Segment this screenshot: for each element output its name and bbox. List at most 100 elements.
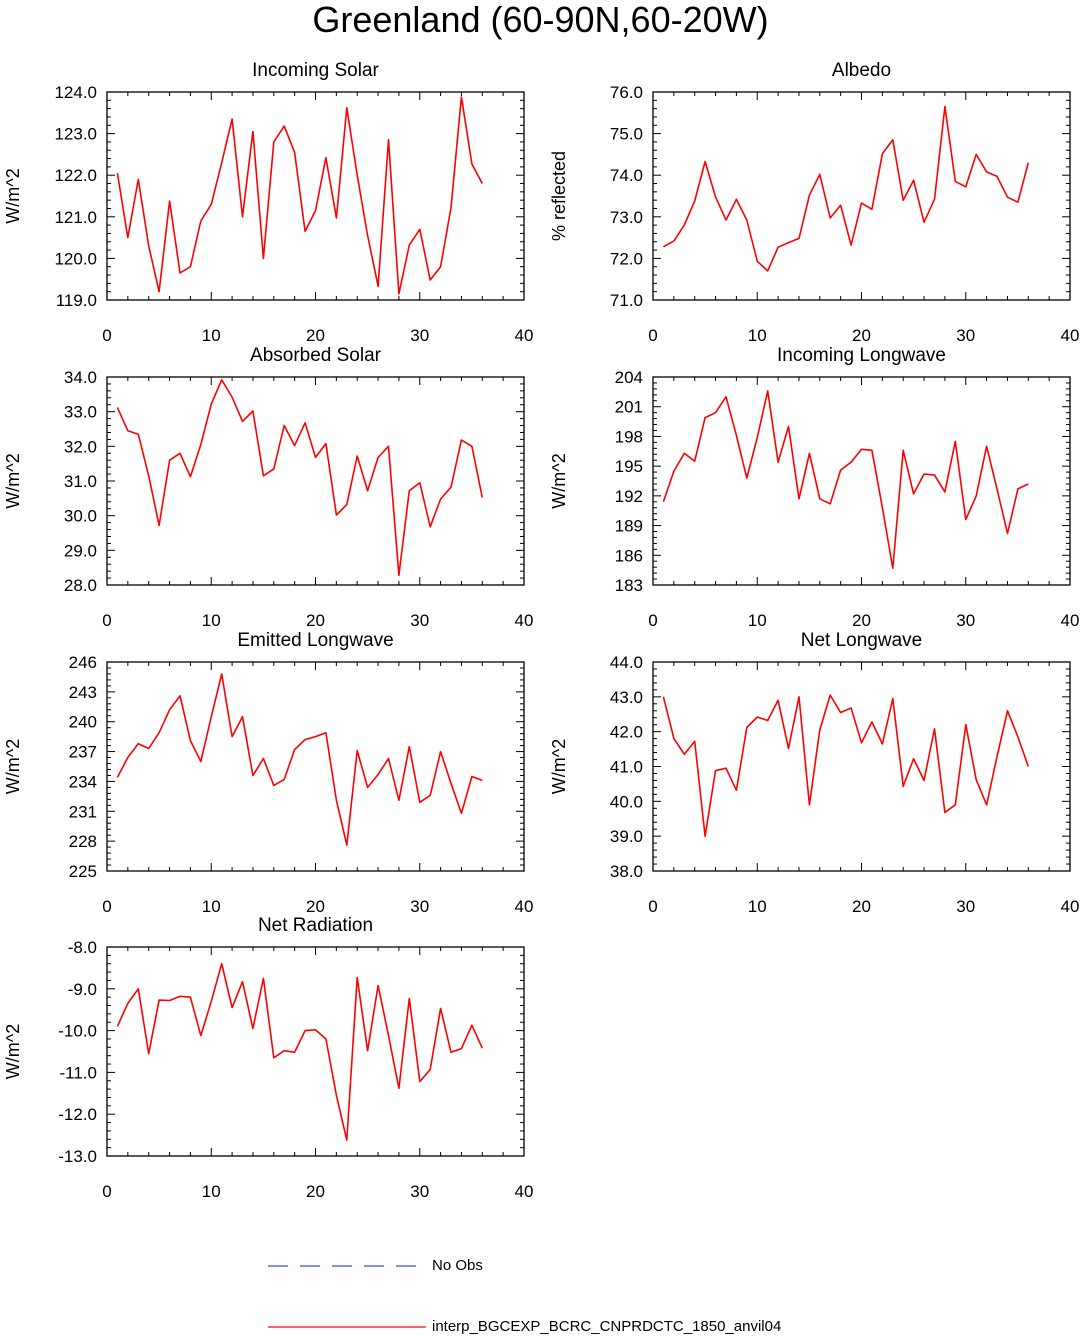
plot-frame [106, 946, 525, 1157]
y-tick-label: 192 [615, 487, 643, 506]
x-tick-label: 40 [515, 611, 534, 630]
x-tick-label: 20 [852, 897, 871, 916]
y-tick-label: -10.0 [58, 1022, 97, 1041]
series-line-1 [116, 962, 484, 1141]
y-tick-label: -8.0 [68, 938, 97, 957]
panel-title: Incoming Solar [252, 60, 379, 81]
legend-model-label: interp_BGCEXP_BCRC_CNPRDCTC_1850_anvil04 [432, 1318, 782, 1335]
y-tick-label: 243 [69, 683, 97, 702]
plot-frame [106, 91, 525, 301]
legend-obs-label: No Obs [432, 1257, 483, 1274]
y-tick-label: 228 [69, 832, 97, 851]
plot-frame [106, 376, 525, 586]
y-tick-label: 32.0 [64, 437, 97, 456]
y-tick-label: 40.0 [610, 792, 643, 811]
y-tick-label: 231 [69, 802, 97, 821]
panel-title: Albedo [832, 60, 891, 81]
x-tick-label: 40 [515, 326, 534, 345]
panel-title: Net Radiation [258, 915, 373, 936]
y-axis-label: W/m^2 [3, 168, 23, 223]
x-tick-label: 20 [306, 611, 325, 630]
y-tick-label: 225 [69, 862, 97, 881]
chart-panel-6: 0 10 20 30 40 38.0 39.0 40.0 41.0 42.0 43.0 44.0 W/m… [549, 630, 1079, 916]
x-tick-label: 10 [202, 611, 221, 630]
y-tick-label: 31.0 [64, 472, 97, 491]
y-axis-label: W/m^2 [549, 453, 569, 508]
y-axis-label: W/m^2 [549, 739, 569, 794]
x-tick-label: 30 [956, 897, 975, 916]
y-tick-label: -11.0 [60, 1063, 98, 1082]
y-tick-label: 44.0 [610, 653, 643, 672]
x-tick-label: 0 [102, 611, 111, 630]
y-tick-label: 71.0 [610, 291, 643, 310]
y-tick-label: 234 [69, 772, 97, 791]
x-tick-label: 20 [306, 897, 325, 916]
series-line-1 [662, 390, 1029, 570]
y-tick-label: 240 [69, 713, 97, 732]
x-tick-label: 30 [410, 897, 429, 916]
y-tick-label: 195 [615, 457, 643, 476]
y-tick-label: 75.0 [610, 125, 643, 144]
x-tick-label: 40 [515, 1182, 534, 1201]
y-tick-label: 28.0 [64, 576, 97, 595]
y-tick-label: 121.0 [54, 208, 97, 227]
x-tick-label: 10 [748, 611, 767, 630]
x-tick-label: 40 [1061, 326, 1080, 345]
y-tick-label: 204 [615, 368, 643, 387]
y-tick-label: 201 [615, 398, 643, 417]
plot-frame [652, 376, 1071, 586]
chart-panel-1: 0 10 20 30 40 119.0 120.0 121.0 122.0 123.0 124.0 W… [3, 60, 533, 345]
y-tick-label: 119.0 [56, 291, 97, 310]
x-tick-label: 30 [410, 1182, 429, 1201]
x-tick-label: 0 [648, 611, 657, 630]
x-tick-label: 20 [306, 326, 325, 345]
y-tick-label: 124.0 [54, 83, 97, 102]
y-tick-label: 39.0 [610, 827, 643, 846]
x-tick-label: 20 [852, 326, 871, 345]
chart-panel-4: 0 10 20 30 40 183 186 189 192 195 198 201 204 W/m^2 In… [549, 345, 1079, 630]
plot-frame [106, 661, 525, 872]
page-title: Greenland (60-90N,60-20W) [312, 0, 769, 40]
x-tick-label: 40 [515, 897, 534, 916]
y-tick-label: 122.0 [54, 166, 97, 185]
y-tick-label: 198 [615, 427, 643, 446]
x-tick-label: 0 [102, 1182, 111, 1201]
y-tick-label: 41.0 [610, 758, 643, 777]
x-tick-label: 0 [102, 326, 111, 345]
x-tick-label: 30 [410, 611, 429, 630]
y-tick-label: 120.0 [54, 249, 97, 268]
x-tick-label: 20 [852, 611, 871, 630]
y-tick-label: 72.0 [610, 249, 643, 268]
x-tick-label: 10 [748, 326, 767, 345]
y-tick-label: 73.0 [610, 208, 643, 227]
x-tick-label: 30 [956, 611, 975, 630]
series-line-1 [663, 105, 1030, 272]
x-tick-label: 10 [202, 1182, 221, 1201]
y-tick-label: 237 [69, 743, 97, 762]
y-axis-label: W/m^2 [3, 739, 23, 794]
panel-title: Absorbed Solar [250, 345, 382, 366]
y-tick-label: 76.0 [610, 83, 643, 102]
x-tick-label: 30 [410, 326, 429, 345]
y-tick-label: 246 [69, 653, 97, 672]
x-tick-label: 30 [956, 326, 975, 345]
y-axis-label: W/m^2 [3, 1024, 23, 1079]
y-tick-label: 186 [615, 546, 643, 565]
panel-title: Net Longwave [801, 630, 922, 651]
y-tick-label: 30.0 [64, 507, 97, 526]
y-tick-label: 38.0 [610, 862, 643, 881]
y-tick-label: -9.0 [68, 980, 97, 999]
x-tick-label: 10 [748, 897, 767, 916]
y-tick-label: 34.0 [64, 368, 97, 387]
panel-title: Emitted Longwave [237, 630, 393, 651]
chart-panel-5: 0 10 20 30 40 225 228 231 234 237 240 243 246 W/m^2 Em… [3, 630, 533, 916]
panel-title: Incoming Longwave [777, 345, 946, 366]
x-tick-label: 40 [1061, 611, 1080, 630]
y-tick-label: 29.0 [64, 541, 97, 560]
x-tick-label: 0 [102, 897, 111, 916]
y-tick-label: 43.0 [610, 688, 643, 707]
x-tick-label: 40 [1061, 897, 1080, 916]
y-tick-label: 42.0 [610, 723, 643, 742]
y-axis-label: W/m^2 [3, 453, 23, 508]
plot-frame [652, 661, 1071, 872]
